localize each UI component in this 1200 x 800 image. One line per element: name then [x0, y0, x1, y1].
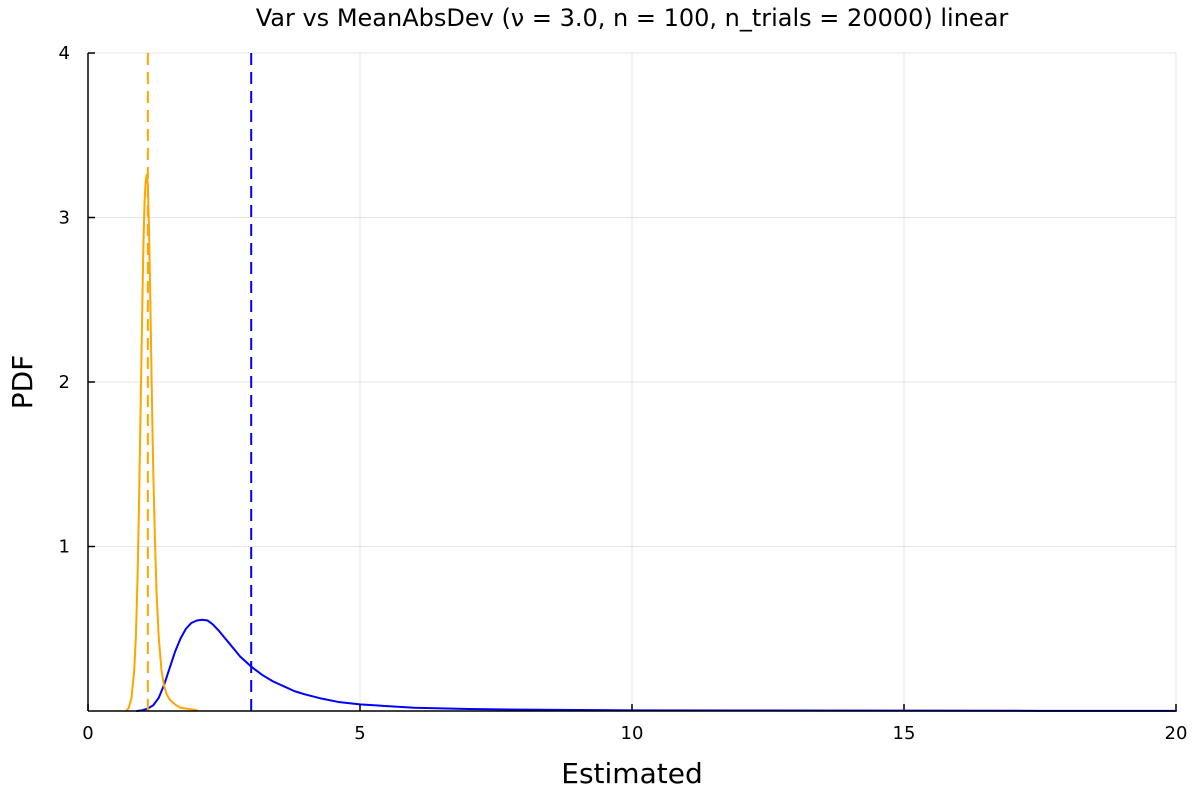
x-tick-label: 15 [893, 723, 916, 744]
x-tick-label: 5 [354, 723, 365, 744]
y-tick-label: 3 [59, 208, 70, 229]
reference-lines [146, 53, 253, 711]
y-axis-ticks: 1 2 3 4 [59, 43, 95, 558]
y-tick-label: 1 [59, 537, 70, 558]
x-axis-ticks: 0 5 10 15 20 [82, 704, 1187, 744]
series-line-1 [135, 618, 1177, 712]
series-line-2 [125, 173, 198, 712]
x-axis-label: Estimated [561, 757, 702, 790]
grid [88, 52, 1177, 711]
x-tick-label: 10 [621, 723, 644, 744]
chart-title: Var vs MeanAbsDev (ν = 3.0, n = 100, n_t… [256, 4, 1009, 32]
x-tick-label: 0 [82, 723, 93, 744]
data-series [125, 173, 1177, 712]
y-tick-label: 4 [59, 43, 70, 64]
x-tick-label: 20 [1165, 723, 1188, 744]
y-axis-label: PDF [6, 355, 39, 410]
y-tick-label: 2 [59, 372, 70, 393]
